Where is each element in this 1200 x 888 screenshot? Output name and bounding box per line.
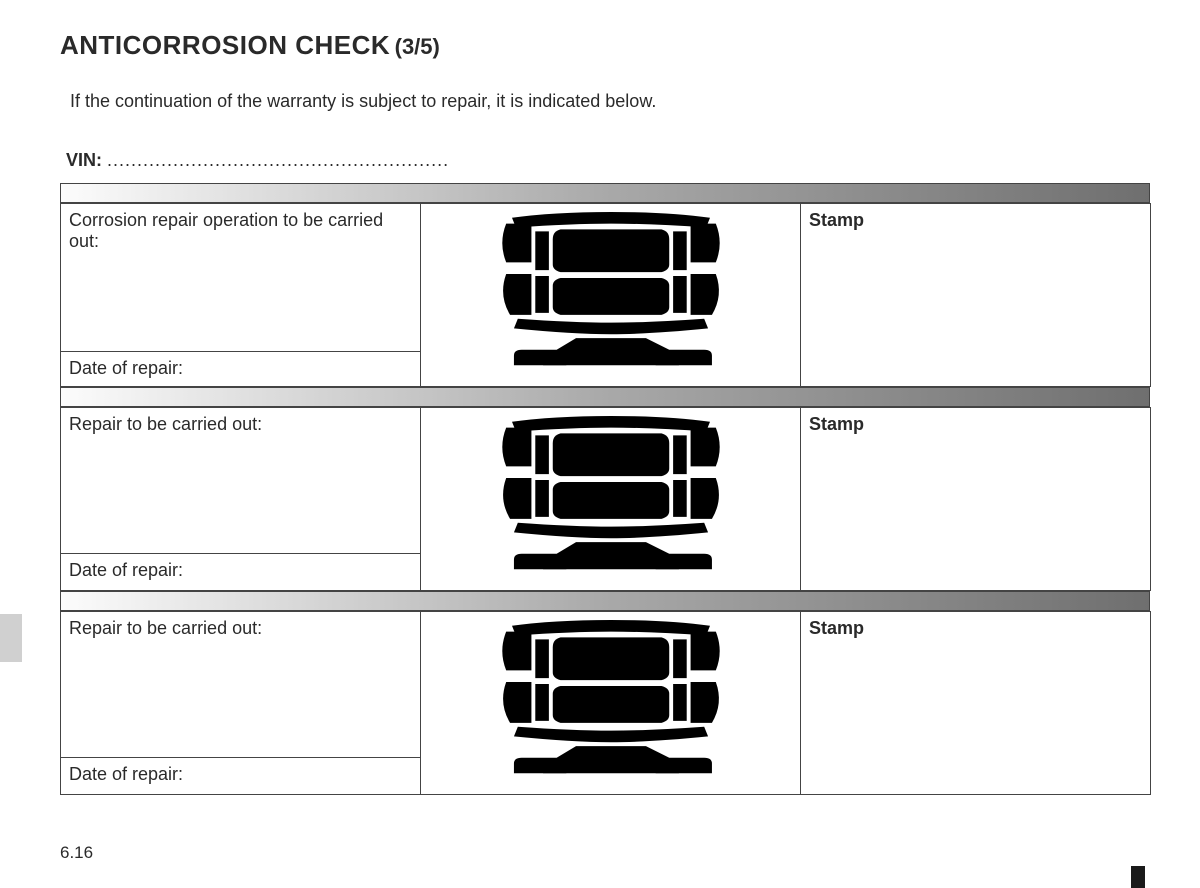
check-row: Corrosion repair operation to be carried… [60,203,1151,387]
stamp-cell: Stamp [801,408,1151,591]
page-content: ANTICORROSION CHECK (3/5) If the continu… [60,30,1150,795]
page-title-counter: (3/5) [395,34,440,59]
check-row: Repair to be carried out: Stamp Date of … [60,611,1151,795]
bottom-index-tab [1131,866,1145,888]
vin-blank-line: ........................................… [107,150,449,170]
date-cell: Date of repair: [61,554,421,591]
car-exploded-icon [471,618,751,783]
page-number: 6.16 [60,843,93,863]
intro-text: If the continuation of the warranty is s… [70,91,1150,112]
operation-cell: Repair to be carried out: [61,612,421,758]
section-divider [60,591,1150,611]
section-divider [60,183,1150,203]
stamp-label: Stamp [809,414,864,434]
car-diagram-cell [421,612,801,795]
stamp-cell: Stamp [801,612,1151,795]
page-title-row: ANTICORROSION CHECK (3/5) [60,30,1150,61]
stamp-label: Stamp [809,618,864,638]
side-index-tab [0,614,22,662]
car-exploded-icon [471,210,751,375]
stamp-label: Stamp [809,210,864,230]
stamp-cell: Stamp [801,204,1151,387]
section-divider [60,387,1150,407]
car-diagram-cell [421,204,801,387]
car-diagram-cell [421,408,801,591]
vin-label: VIN: [66,150,102,170]
operation-cell: Corrosion repair operation to be carried… [61,204,421,352]
car-exploded-icon [471,414,751,579]
date-cell: Date of repair: [61,352,421,387]
operation-cell: Repair to be carried out: [61,408,421,554]
page-title: ANTICORROSION CHECK [60,30,390,60]
date-cell: Date of repair: [61,758,421,795]
check-row: Repair to be carried out: Stamp Date of … [60,407,1151,591]
vin-field: VIN: ...................................… [66,150,1150,171]
